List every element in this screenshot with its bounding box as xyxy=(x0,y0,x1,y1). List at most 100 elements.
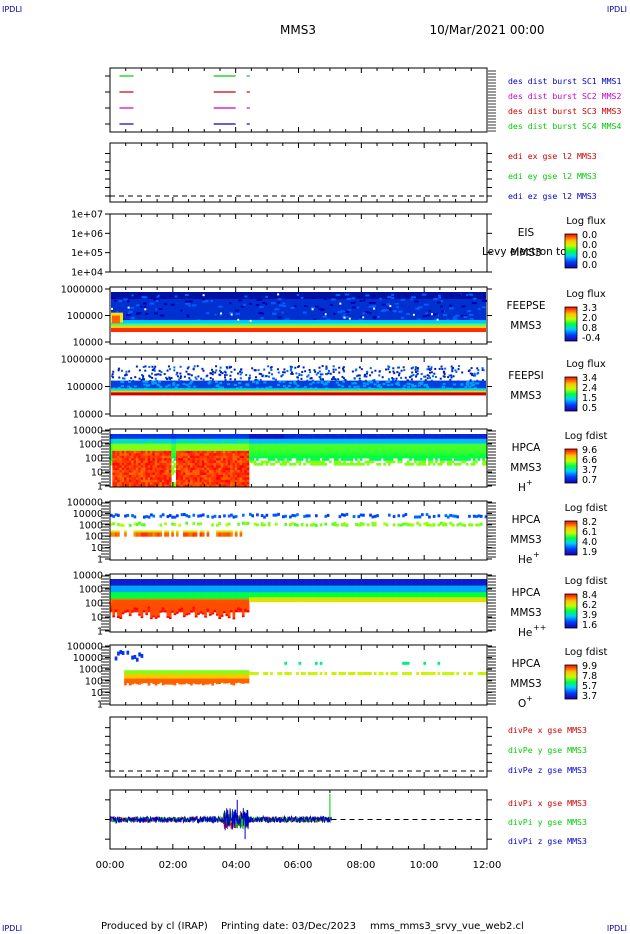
data-cell xyxy=(216,484,219,488)
data-cell xyxy=(329,455,332,459)
data-cell xyxy=(131,595,134,600)
data-cell xyxy=(175,579,179,583)
data-cell xyxy=(183,436,186,440)
data-cell xyxy=(187,438,191,442)
data-cell xyxy=(284,453,288,456)
data-cell xyxy=(173,446,177,449)
data-cell xyxy=(159,465,163,469)
data-cell xyxy=(131,477,134,481)
data-cell xyxy=(190,438,193,442)
data-cell xyxy=(260,514,264,518)
data-cell xyxy=(213,462,217,466)
data-cell xyxy=(289,365,292,368)
data-cell xyxy=(157,482,160,485)
data-cell xyxy=(392,434,396,437)
y-tick-label: 1000 xyxy=(79,440,103,451)
data-cell xyxy=(227,467,231,471)
data-cell xyxy=(246,470,250,473)
data-cell xyxy=(147,606,151,609)
data-cell xyxy=(199,462,203,466)
data-cell xyxy=(365,375,368,378)
data-cell xyxy=(322,458,325,461)
data-cell xyxy=(186,314,190,317)
data-cell xyxy=(131,585,134,590)
data-cell xyxy=(251,514,255,518)
data-cell xyxy=(126,582,130,586)
data-cell xyxy=(185,453,189,456)
data-cell xyxy=(446,318,450,321)
data-cell xyxy=(192,474,196,478)
data-cell xyxy=(287,385,291,388)
data-cell xyxy=(197,443,200,447)
data-cell xyxy=(433,318,437,321)
data-cell xyxy=(303,438,306,442)
data-cell xyxy=(114,472,118,476)
data-cell xyxy=(218,477,222,481)
data-cell xyxy=(218,446,222,449)
data-cell xyxy=(397,443,401,447)
data-cell xyxy=(446,434,450,437)
data-cell xyxy=(274,455,278,459)
data-cell xyxy=(319,523,323,527)
data-cell xyxy=(151,382,155,385)
data-cell xyxy=(140,592,144,596)
data-cell xyxy=(378,450,382,454)
data-cell xyxy=(382,383,386,386)
data-cell xyxy=(112,482,116,485)
data-cell xyxy=(126,585,130,590)
colorbar-tick-label: 0.0 xyxy=(582,260,597,271)
data-cell xyxy=(454,441,457,444)
data-cell xyxy=(220,474,224,478)
data-cell xyxy=(126,436,130,440)
data-cell xyxy=(465,434,469,437)
data-cell xyxy=(232,479,236,483)
data-cell xyxy=(352,450,356,454)
data-cell xyxy=(117,369,120,372)
data-cell xyxy=(385,450,389,454)
data-cell xyxy=(187,612,191,615)
data-cell xyxy=(437,523,441,527)
data-cell xyxy=(211,460,214,464)
data-cell xyxy=(173,613,177,616)
data-cell xyxy=(355,523,358,527)
data-cell xyxy=(298,446,302,449)
data-cell xyxy=(130,377,133,380)
data-cell xyxy=(230,477,233,481)
data-cell xyxy=(218,434,222,437)
data-cell xyxy=(406,434,410,437)
data-cell xyxy=(232,434,236,437)
data-cell xyxy=(293,434,297,437)
data-cell xyxy=(466,383,470,386)
data-cell xyxy=(126,446,130,449)
data-cell xyxy=(126,579,130,583)
data-cell xyxy=(131,470,134,473)
data-cell xyxy=(319,453,323,456)
data-cell xyxy=(399,523,403,527)
data-cell xyxy=(380,450,384,454)
data-cell xyxy=(423,453,427,456)
data-cell xyxy=(241,479,245,483)
data-cell xyxy=(114,530,118,533)
data-cell xyxy=(428,434,431,437)
data-cell xyxy=(342,367,345,370)
data-cell xyxy=(194,482,198,485)
data-cell xyxy=(199,438,203,442)
data-cell xyxy=(429,376,432,379)
data-cell xyxy=(135,523,139,527)
data-cell xyxy=(157,585,160,590)
data-cell xyxy=(194,530,198,533)
data-cell xyxy=(223,446,226,449)
data-cell xyxy=(418,462,422,466)
data-cell xyxy=(333,434,337,437)
data-cell xyxy=(154,458,158,461)
data-cell xyxy=(218,441,222,444)
data-cell xyxy=(324,441,328,444)
data-cell xyxy=(142,446,146,449)
data-cell xyxy=(385,443,389,447)
data-cell xyxy=(201,465,205,469)
data-cell xyxy=(324,434,328,437)
data-cell xyxy=(277,458,280,461)
data-cell xyxy=(204,472,207,476)
data-cell xyxy=(246,455,250,459)
data-cell xyxy=(128,460,132,464)
